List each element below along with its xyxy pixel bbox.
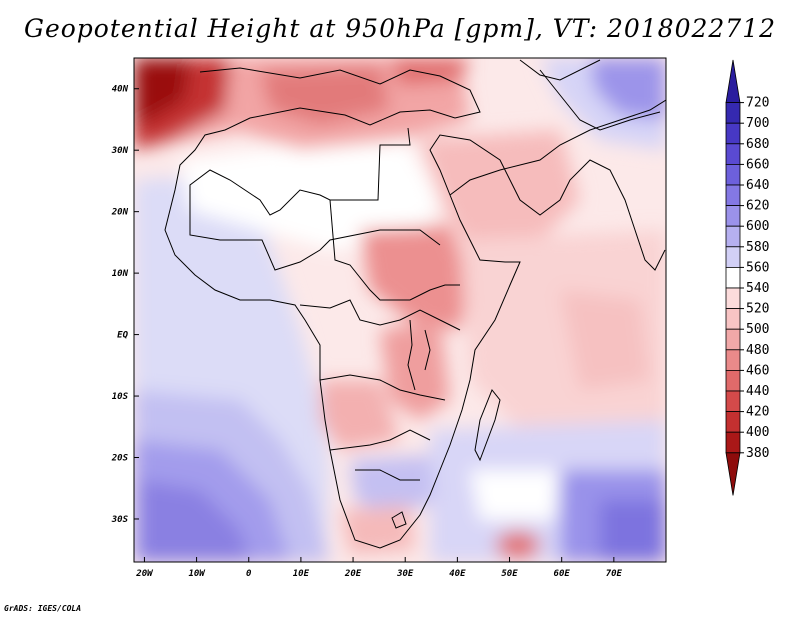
colorbar-label: 460: [746, 363, 769, 378]
colorbar-swatch: [725, 205, 741, 227]
x-tick-label: 10W: [188, 569, 206, 579]
x-tick-label: 20E: [344, 569, 362, 579]
colorbar-label: 700: [746, 116, 769, 131]
colorbar-swatch: [725, 143, 741, 165]
x-tick-label: 0: [246, 569, 252, 579]
y-tick-label: EQ: [117, 331, 128, 341]
colorbar-label: 440: [746, 384, 769, 399]
colorbar-label: 600: [746, 219, 769, 234]
map-title: Geopotential Height at 950hPa [gpm], VT:…: [23, 14, 777, 43]
x-tick-label: 10E: [293, 569, 310, 579]
colorbar-top-arrow: [725, 59, 741, 103]
colorbar-bottom-arrow: [725, 452, 741, 496]
coastlines: [164, 59, 666, 549]
y-tick-label: 30S: [111, 515, 129, 525]
colorbar-swatch: [725, 287, 741, 310]
colorbar-label: 680: [746, 137, 769, 152]
colorbar-swatch: [725, 431, 741, 454]
colorbar-label: 520: [746, 302, 769, 317]
colorbar-label: 560: [746, 260, 769, 275]
colorbar-swatch: [725, 102, 741, 124]
colorbar-swatch: [725, 411, 741, 433]
colorbar-label: 720: [746, 96, 769, 111]
colorbar-label: 580: [746, 240, 769, 255]
colorbar-label: 640: [746, 178, 769, 193]
y-tick-label: 30N: [111, 146, 129, 156]
colorbar: 720 700 680 660 640 620 600 580 560 540 520 500 480 4…: [725, 59, 769, 496]
height-field: [134, 58, 666, 562]
y-tick-label: 20S: [111, 454, 129, 464]
y-tick-label: 40N: [112, 85, 129, 95]
colorbar-label: 400: [746, 425, 769, 440]
colorbar-label: 620: [746, 199, 769, 214]
colorbar-swatch: [725, 225, 741, 248]
colorbar-swatch: [725, 266, 741, 289]
colorbar-swatch: [725, 328, 741, 351]
y-tick-label: 10S: [112, 392, 129, 402]
colorbar-swatch: [725, 308, 741, 330]
colorbar-swatch: [725, 184, 741, 207]
colorbar-label: 420: [746, 405, 769, 420]
colorbar-swatch: [725, 246, 741, 268]
y-axis: 40N 30N 20N 10N EQ 10S 20S 30S: [111, 85, 139, 525]
x-tick-label: 70E: [606, 569, 623, 579]
colorbar-label: 480: [746, 343, 769, 358]
colorbar-label: 380: [746, 446, 769, 461]
colorbar-swatch: [725, 163, 741, 186]
colorbar-swatch: [725, 349, 741, 371]
colorbar-swatch: [725, 390, 741, 413]
x-axis: 20W 10W 0 10E 20E 30E 40E 50E 60E 70E: [135, 557, 623, 579]
y-tick-label: 20N: [111, 208, 129, 218]
colorbar-swatch: [725, 369, 741, 392]
plot-frame: [133, 57, 667, 563]
x-tick-label: 40E: [449, 569, 466, 579]
x-tick-label: 20W: [135, 569, 154, 579]
colorbar-label: 540: [746, 281, 769, 296]
x-tick-label: 50E: [501, 569, 518, 579]
y-tick-label: 10N: [112, 269, 129, 279]
footer-credit: GrADS: IGES/COLA: [4, 604, 82, 613]
x-tick-label: 60E: [554, 569, 571, 579]
colorbar-swatch: [725, 122, 741, 145]
colorbar-label: 660: [746, 157, 769, 172]
colorbar-label: 500: [746, 322, 769, 337]
x-tick-label: 30E: [396, 569, 414, 579]
